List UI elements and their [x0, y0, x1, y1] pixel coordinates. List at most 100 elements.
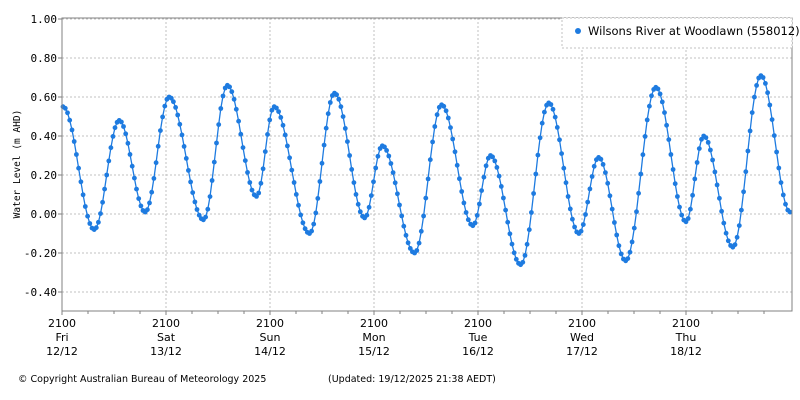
x-tick-label: 2100: [568, 317, 596, 330]
data-point: [454, 162, 460, 168]
data-point: [490, 154, 495, 160]
y-tick-label: -0.40: [24, 286, 57, 299]
data-point: [254, 194, 259, 199]
data-point: [216, 122, 222, 127]
data-point: [62, 105, 68, 111]
x-tick-label: Mon: [362, 331, 385, 344]
data-point: [345, 139, 350, 145]
data-point: [177, 121, 183, 127]
data-point: [233, 106, 239, 112]
data-point: [151, 176, 157, 181]
data-point: [127, 152, 133, 157]
data-point: [509, 241, 515, 247]
data-point: [327, 100, 333, 105]
data-point: [414, 248, 420, 253]
data-point: [448, 125, 453, 130]
data-point: [423, 195, 429, 201]
data-point: [403, 232, 409, 238]
x-tick-label: 12/12: [46, 345, 78, 358]
data-point: [265, 132, 270, 137]
data-point: [102, 186, 107, 192]
data-point: [441, 103, 447, 109]
data-point: [93, 225, 99, 231]
data-point: [655, 86, 661, 92]
x-tick-label: 16/12: [462, 345, 494, 358]
data-point: [262, 149, 268, 155]
data-point: [609, 206, 615, 212]
data-point: [537, 135, 543, 141]
data-point: [554, 125, 560, 130]
data-point: [714, 182, 720, 188]
data-point: [69, 127, 75, 133]
data-point: [353, 192, 359, 197]
data-point: [524, 241, 530, 247]
x-tick-label: Sat: [157, 331, 176, 344]
data-point: [459, 189, 465, 194]
data-point: [342, 125, 348, 131]
data-point: [136, 196, 142, 202]
y-axis: 1.00 0.80 0.60 0.40 0.20 0.00 -0.20 -0.40: [24, 13, 62, 299]
data-point: [662, 110, 667, 115]
data-point: [690, 192, 695, 198]
data-point: [717, 195, 722, 201]
data-point: [364, 212, 370, 218]
data-point: [585, 199, 591, 205]
data-point: [769, 117, 775, 122]
data-point: [496, 173, 502, 179]
data-point: [580, 222, 586, 228]
data-point: [688, 206, 693, 212]
data-point: [666, 137, 672, 143]
data-point: [445, 115, 451, 121]
data-point: [98, 211, 103, 217]
data-point: [336, 96, 342, 102]
data-point: [712, 169, 718, 175]
data-point: [147, 200, 152, 206]
data-point: [416, 240, 422, 246]
data-point: [300, 220, 306, 226]
data-point: [368, 193, 374, 199]
plot-frame: [61, 17, 793, 312]
y-tick-label: 0.00: [31, 208, 58, 221]
data-point: [347, 153, 352, 158]
data-point: [247, 180, 253, 185]
data-point: [472, 220, 478, 226]
data-point: [384, 148, 389, 153]
data-point: [642, 134, 648, 139]
data-point: [121, 124, 126, 129]
data-point: [229, 89, 235, 95]
data-point: [612, 220, 617, 225]
data-point: [747, 128, 753, 134]
data-point: [565, 194, 571, 199]
updated-text: (Updated: 19/12/2025 21:38 AEDT): [328, 374, 496, 385]
data-point: [418, 228, 424, 234]
data-point: [474, 213, 480, 218]
data-point: [522, 253, 528, 258]
data-point: [520, 259, 526, 265]
data-point: [677, 204, 682, 210]
data-point: [780, 192, 786, 198]
data-point: [679, 212, 685, 218]
data-point: [338, 104, 344, 110]
data-point: [719, 208, 724, 214]
x-tick-label: 14/12: [254, 345, 286, 358]
data-point: [434, 112, 440, 118]
data-point: [734, 234, 740, 240]
data-point: [112, 125, 118, 131]
data-point: [483, 163, 489, 169]
data-point: [600, 162, 606, 167]
data-point: [309, 228, 314, 234]
data-point: [567, 206, 573, 212]
data-point: [373, 165, 379, 171]
data-point: [65, 110, 70, 116]
data-point: [401, 223, 407, 229]
data-point: [321, 142, 327, 148]
data-point: [503, 207, 508, 213]
data-point: [703, 135, 709, 141]
data-point: [421, 213, 426, 219]
data-point: [171, 99, 176, 105]
data-point: [194, 207, 200, 212]
data-point: [192, 199, 198, 205]
data-point: [776, 165, 782, 171]
data-point: [529, 210, 534, 215]
data-point: [158, 128, 163, 134]
